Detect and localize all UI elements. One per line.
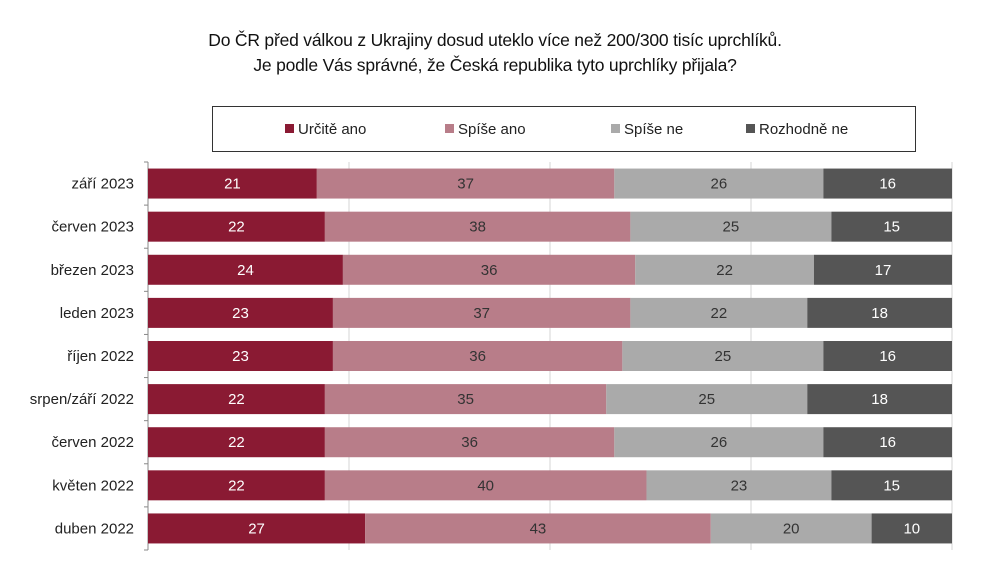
bar-segment [332, 297, 631, 328]
bar-segment [646, 470, 832, 501]
bar-value-label: 35 [457, 391, 474, 408]
legend-swatch-urcite-ano [285, 124, 294, 133]
legend-label-spise-ano: Spíše ano [458, 121, 526, 138]
category-label: červen 2022 [51, 434, 134, 451]
category-label: srpen/září 2022 [30, 391, 134, 408]
bar-value-label: 23 [232, 305, 249, 322]
bar-segment [148, 384, 325, 415]
bar-value-label: 22 [228, 434, 245, 451]
bar-value-label: 38 [469, 219, 486, 236]
bar-segment [614, 168, 824, 199]
bar-segment [148, 254, 343, 285]
bar-value-label: 37 [457, 176, 474, 193]
bar-value-label: 25 [723, 219, 740, 236]
bar-segment [324, 211, 631, 242]
bar-segment [823, 427, 952, 458]
category-label: červen 2023 [51, 219, 134, 236]
bar-value-label: 25 [698, 391, 715, 408]
bar-segment [614, 427, 824, 458]
category-label: duben 2022 [55, 520, 134, 537]
bar-segment [148, 427, 325, 458]
bar-segment [807, 297, 952, 328]
bar-value-label: 26 [710, 434, 727, 451]
bar-segment [148, 341, 333, 371]
bar-value-label: 23 [731, 477, 748, 494]
bar-segment [831, 470, 952, 501]
bar-segment [332, 341, 623, 371]
bar-value-label: 22 [228, 477, 245, 494]
bar-value-label: 22 [228, 391, 245, 408]
bar-value-label: 22 [716, 262, 733, 279]
category-label: říjen 2022 [67, 348, 134, 365]
legend-swatch-rozhodne-ne [746, 124, 755, 133]
chart-title: Do ČR před válkou z Ukrajiny dosud utekl… [0, 28, 990, 78]
bar-segment [342, 254, 636, 285]
bar-value-label: 15 [883, 219, 900, 236]
bar-segment [710, 513, 872, 544]
bar-segment [630, 297, 808, 328]
category-label: leden 2023 [60, 305, 134, 322]
bar-value-label: 43 [530, 520, 547, 537]
bar-value-label: 26 [710, 176, 727, 193]
bar-segment [823, 168, 952, 199]
bar-value-label: 17 [875, 262, 892, 279]
bar-value-label: 24 [237, 262, 254, 279]
bar-value-label: 23 [232, 348, 249, 365]
bar-value-label: 36 [461, 434, 478, 451]
legend-item-urcite-ano: Určitě ano [285, 121, 366, 138]
legend-item-rozhodne-ne: Rozhodně ne [746, 121, 848, 138]
bar-segment [148, 168, 317, 199]
legend-item-spise-ne: Spíše ne [611, 121, 683, 138]
chart-title-line-2: Je podle Vás správné, že Česká republika… [253, 55, 737, 75]
bar-segment [635, 254, 814, 285]
bar-value-label: 21 [224, 176, 241, 193]
bar-value-label: 16 [879, 434, 896, 451]
bar-segment [324, 470, 647, 501]
category-label: březen 2023 [51, 262, 134, 279]
bar-value-label: 15 [883, 477, 900, 494]
bar-value-label: 25 [715, 348, 732, 365]
bar-segment [807, 384, 952, 415]
bar-segment [148, 470, 325, 501]
bar-segment [622, 341, 824, 371]
bar-segment [148, 297, 333, 328]
bar-value-label: 22 [228, 219, 245, 236]
bar-segment [813, 254, 952, 285]
legend-label-urcite-ano: Určitě ano [298, 121, 367, 138]
bar-value-label: 10 [903, 520, 920, 537]
bar-value-label: 37 [473, 305, 490, 322]
category-label: září 2023 [71, 176, 134, 193]
bar-value-label: 16 [879, 348, 896, 365]
chart-title-line-1: Do ČR před válkou z Ukrajiny dosud utekl… [208, 30, 782, 50]
bar-value-label: 18 [871, 391, 888, 408]
bar-segment [148, 211, 325, 242]
bar-segment [630, 211, 832, 242]
legend-label-rozhodne-ne: Rozhodně ne [759, 121, 849, 138]
bar-value-label: 22 [710, 305, 727, 322]
bar-segment [871, 513, 952, 544]
legend-swatch-spise-ne [611, 124, 620, 133]
bar-value-label: 40 [477, 477, 494, 494]
legend-label-spise-ne: Spíše ne [624, 121, 684, 138]
bar-segment [606, 384, 808, 415]
bar-segment [316, 168, 615, 199]
legend-swatch-spise-ano [445, 124, 454, 133]
bar-value-label: 18 [871, 305, 888, 322]
chart-legend: Určitě ano Spíše ano Spíše ne Rozhodně n… [212, 106, 916, 152]
bar-segment [148, 513, 366, 544]
bar-value-label: 36 [481, 262, 498, 279]
bar-value-label: 36 [469, 348, 486, 365]
bar-value-label: 20 [783, 520, 800, 537]
bar-segment [823, 341, 952, 371]
legend-item-spise-ano: Spíše ano [445, 121, 526, 138]
bar-segment [365, 513, 711, 544]
bar-value-label: 27 [248, 520, 265, 537]
category-label: květen 2022 [52, 477, 134, 494]
bar-segment [324, 384, 607, 415]
bar-value-label: 16 [879, 176, 896, 193]
bar-segment [324, 427, 615, 458]
bar-segment [831, 211, 952, 242]
